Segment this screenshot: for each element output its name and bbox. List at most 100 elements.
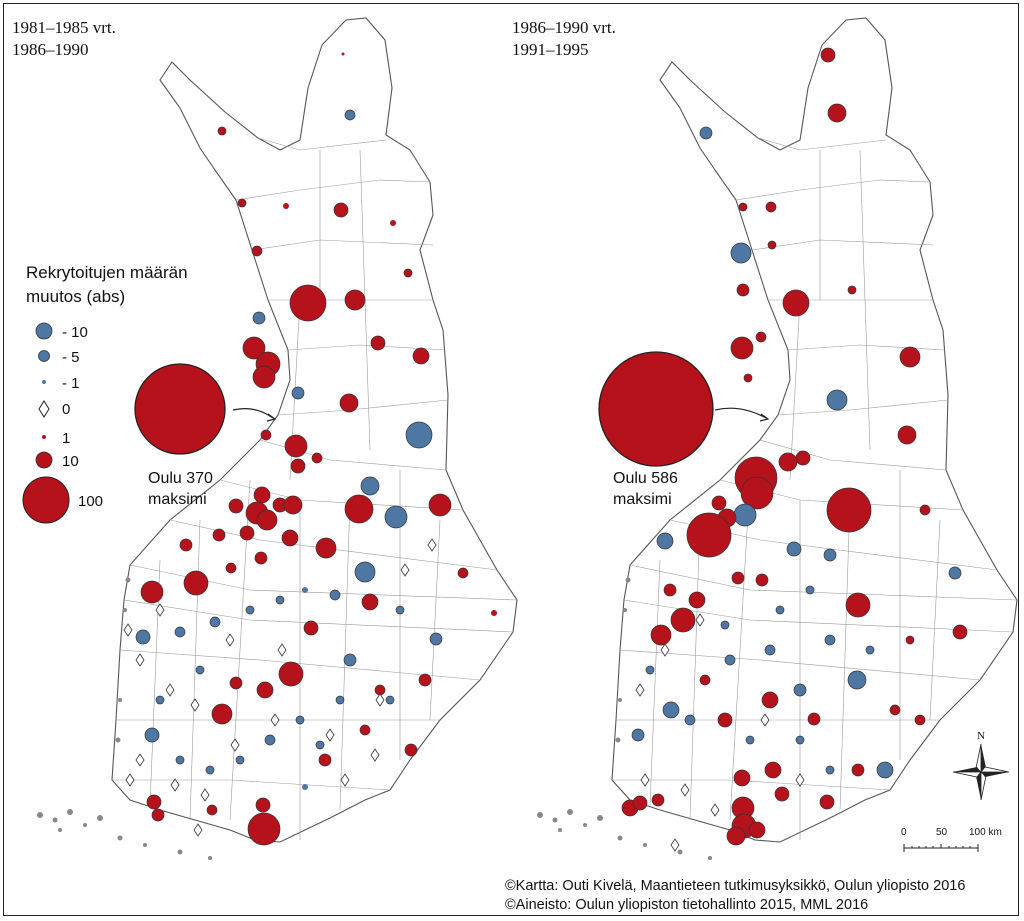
right-map-increase-circle (919, 504, 931, 516)
left-map-decrease-circle (329, 589, 341, 601)
right-symbol-layer (621, 47, 968, 852)
left-map-increase-circle (418, 673, 432, 687)
legend-label-minus10: - 10 (62, 324, 88, 341)
left-map-zero-diamond (427, 538, 437, 552)
left-map-zero-diamond (375, 693, 385, 707)
right-map-increase-circle (897, 425, 917, 445)
left-map-decrease-circle (360, 476, 380, 496)
right-map-increase-circle (826, 487, 872, 533)
right-map-decrease-circle (733, 503, 757, 527)
right-map: Oulu 586 maksimi 1986–1990 vrt. 1991–199… (512, 17, 1018, 860)
left-map-decrease-circle (205, 765, 215, 775)
scale-label-50: 50 (936, 827, 948, 838)
right-map-increase-circle (905, 635, 915, 645)
left-map-increase-circle (290, 458, 306, 474)
right-map-increase-circle (730, 336, 754, 360)
right-map-increase-circle (651, 793, 665, 807)
left-map-increase-circle (183, 570, 209, 596)
legend-title-line1: Rekrytoitujen määrän (26, 263, 188, 282)
left-map-increase-circle (251, 245, 263, 257)
left-map-zero-diamond (225, 633, 235, 647)
right-map-decrease-circle (724, 654, 736, 666)
left-map-zero-diamond (270, 713, 280, 727)
right-map-increase-circle (736, 283, 750, 297)
left-map-decrease-circle (295, 715, 305, 725)
right-oulu-arrow (714, 407, 767, 419)
legend-symbol-plus10 (35, 451, 53, 469)
right-map-zero-diamond (710, 803, 720, 817)
right-map-zero-diamond (795, 773, 805, 787)
left-map-increase-circle (412, 347, 430, 365)
left-oulu-sublabel: maksimi (148, 491, 207, 508)
left-oulu-label: Oulu 370 (148, 470, 213, 487)
right-map-increase-circle (889, 704, 901, 716)
right-map-increase-circle (847, 285, 857, 295)
right-map-increase-circle (755, 573, 769, 587)
right-map-decrease-circle (805, 585, 815, 595)
scale-bar: 0 50 100 km (901, 827, 1002, 852)
legend-label-plus100: 100 (78, 493, 103, 510)
right-oulu-sublabel: maksimi (613, 491, 672, 508)
left-archipelago (37, 577, 212, 860)
legend-symbol-zero-diamond (38, 400, 50, 418)
right-map-increase-circle (717, 712, 733, 728)
right-map-increase-circle (699, 674, 711, 686)
right-map-decrease-circle (699, 126, 713, 140)
left-map-decrease-circle (343, 653, 357, 667)
right-oulu-max-circle (598, 351, 714, 467)
right-period-line2: 1991–1995 (512, 40, 589, 59)
left-map-increase-circle (256, 681, 274, 699)
left-map-increase-circle (242, 336, 266, 360)
right-map-decrease-circle (684, 714, 696, 726)
right-map-decrease-circle (775, 605, 785, 615)
right-map-zero-diamond (640, 773, 650, 787)
left-map-increase-circle (206, 804, 218, 816)
left-map-decrease-circle (252, 311, 266, 325)
right-map-increase-circle (670, 607, 696, 633)
left-map-increase-circle (428, 493, 452, 517)
left-period-line2: 1986–1990 (12, 40, 89, 59)
left-map-increase-circle (228, 498, 244, 514)
legend-label-minus5: - 5 (62, 349, 80, 366)
left-map-increase-circle (284, 434, 308, 458)
legend-label-plus10: 10 (62, 453, 79, 470)
right-map-increase-circle (731, 571, 745, 585)
legend-title-line2: muutos (abs) (26, 287, 125, 306)
right-map-decrease-circle (847, 670, 867, 690)
right-map-zero-diamond (670, 838, 680, 852)
left-map-increase-circle (225, 562, 237, 574)
right-map-increase-circle (851, 763, 865, 777)
right-map-increase-circle (845, 592, 871, 618)
right-map-decrease-circle (764, 644, 776, 656)
left-map-decrease-circle (429, 632, 443, 646)
left-map-increase-circle (361, 593, 379, 611)
left-map-increase-circle (359, 724, 371, 736)
right-map-zero-diamond (695, 613, 705, 627)
right-map-increase-circle (765, 201, 777, 213)
left-map-increase-circle (278, 661, 304, 687)
left-map-increase-circle (151, 808, 165, 822)
left-map-decrease-circle (344, 109, 356, 121)
left-map-zero-diamond (125, 773, 135, 787)
left-map-increase-circle (315, 537, 337, 559)
right-map-increase-circle (807, 712, 821, 726)
credit-line-1: ©Kartta: Outi Kivelä, Maantieteen tutkim… (505, 878, 965, 894)
north-arrow-icon: N (952, 730, 1010, 801)
left-map-decrease-circle (384, 505, 408, 529)
left-map-increase-circle (303, 620, 319, 636)
right-map-decrease-circle (720, 620, 730, 630)
legend-label-zero: 0 (62, 401, 70, 418)
left-map-increase-circle (254, 551, 268, 565)
right-map-increase-circle (778, 452, 798, 472)
left-map-decrease-circle (195, 665, 205, 675)
left-map-decrease-circle (264, 734, 276, 746)
left-map-zero-diamond (170, 778, 180, 792)
left-map-zero-diamond (123, 623, 133, 637)
right-map-increase-circle (952, 624, 968, 640)
left-map-increase-circle (211, 703, 233, 725)
right-map-decrease-circle (825, 765, 835, 775)
right-map-decrease-circle (793, 683, 807, 697)
right-map-increase-circle (774, 786, 790, 802)
left-map-decrease-circle (245, 605, 255, 615)
left-map-zero-diamond (277, 643, 287, 657)
